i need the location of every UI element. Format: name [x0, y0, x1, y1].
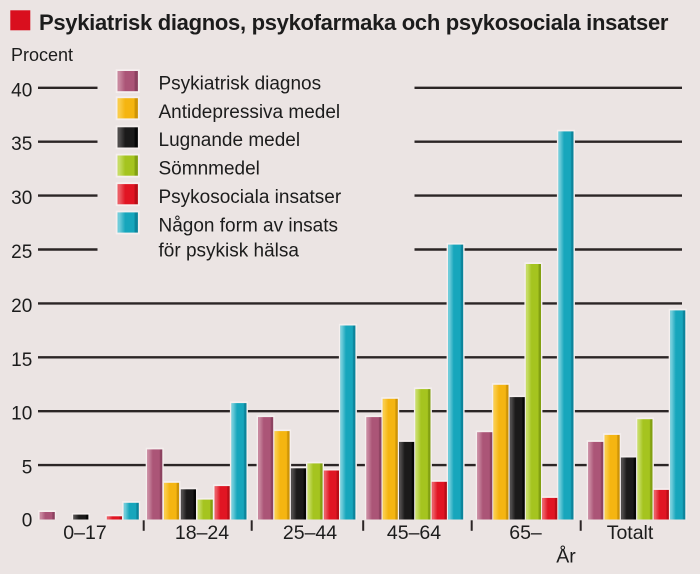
svg-text:Procent: Procent [11, 45, 73, 65]
svg-text:0–17: 0–17 [63, 522, 106, 544]
svg-text:15: 15 [11, 350, 32, 371]
svg-text:18–24: 18–24 [175, 522, 229, 544]
svg-text:45–64: 45–64 [387, 522, 441, 544]
svg-text:för psykisk hälsa: för psykisk hälsa [159, 241, 300, 262]
svg-text:Någon form av insats: Någon form av insats [159, 215, 339, 236]
svg-text:65–: 65– [509, 522, 542, 544]
svg-text:40: 40 [11, 80, 32, 101]
svg-text:20: 20 [11, 296, 32, 317]
svg-text:År: År [556, 545, 576, 568]
svg-text:35: 35 [11, 134, 32, 155]
svg-text:Psykosociala insatser: Psykosociala insatser [159, 187, 342, 208]
svg-text:25: 25 [11, 242, 32, 263]
svg-text:Sömnmedel: Sömnmedel [159, 158, 260, 179]
svg-text:25–44: 25–44 [283, 522, 337, 544]
svg-text:Psykiatrisk diagnos, psykofarm: Psykiatrisk diagnos, psykofarmaka och ps… [39, 10, 669, 35]
svg-text:5: 5 [22, 458, 33, 479]
svg-text:10: 10 [11, 404, 32, 425]
svg-text:0: 0 [22, 510, 33, 531]
svg-text:Totalt: Totalt [607, 522, 654, 544]
svg-text:30: 30 [11, 188, 32, 209]
svg-text:Antidepressiva medel: Antidepressiva medel [159, 102, 341, 123]
svg-text:Lugnande medel: Lugnande medel [159, 130, 301, 151]
svg-text:Psykiatrisk diagnos: Psykiatrisk diagnos [159, 74, 322, 95]
